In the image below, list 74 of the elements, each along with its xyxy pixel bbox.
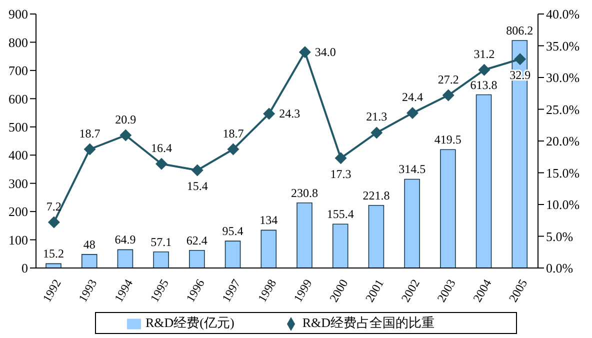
- data-label: 20.9: [115, 112, 136, 126]
- y-tick-label: 600: [8, 91, 28, 106]
- point: [84, 143, 96, 156]
- y-tick-label: 800: [8, 34, 28, 50]
- data-label: 95.4: [222, 224, 244, 238]
- point: [156, 158, 168, 170]
- y2-tick-label: 0.0%: [546, 260, 574, 276]
- data-label: 613.8: [470, 78, 498, 92]
- point: [442, 89, 454, 102]
- y-tick-label: 500: [8, 120, 28, 135]
- bar: [440, 149, 456, 268]
- point: [263, 108, 276, 120]
- point: [227, 143, 240, 156]
- y-tick-label: 900: [8, 6, 28, 22]
- point: [191, 164, 204, 176]
- data-label: 57.1: [150, 234, 172, 249]
- data-label: 221.8: [362, 188, 390, 202]
- y2-tick-label: 5.0%: [546, 228, 574, 244]
- data-label: 7.2: [46, 199, 62, 214]
- bar: [296, 202, 312, 268]
- y2-tick-label: 40.0%: [546, 6, 580, 22]
- y-tick-label: 300: [8, 176, 28, 191]
- data-label: 21.3: [366, 110, 388, 124]
- bar: [476, 94, 492, 268]
- bar: [153, 251, 169, 268]
- data-label: 314.5: [398, 162, 426, 176]
- data-label: 134: [260, 213, 278, 228]
- data-label: 31.2: [474, 46, 495, 61]
- data-label: 15.2: [43, 246, 64, 261]
- y-tick-label: 0: [22, 260, 28, 276]
- y2-tick-label: 35.0%: [546, 38, 580, 54]
- point: [514, 53, 526, 66]
- point: [48, 216, 60, 228]
- bar: [404, 178, 420, 268]
- bar: [332, 224, 348, 268]
- bar: [224, 240, 241, 268]
- point: [406, 107, 418, 120]
- y-tick-label: 400: [8, 148, 28, 163]
- data-label: 15.4: [186, 179, 208, 194]
- point: [298, 46, 311, 58]
- data-label: 18.7: [79, 126, 100, 140]
- y2-tick-label: 30.0%: [546, 70, 580, 86]
- point: [334, 152, 347, 164]
- y-tick-label: 100: [8, 232, 28, 248]
- bar: [260, 230, 277, 268]
- data-label: 230.8: [291, 186, 318, 200]
- bar: [368, 205, 384, 268]
- data-label: 64.9: [114, 232, 136, 247]
- y-tick-label: 200: [8, 204, 28, 220]
- legend-label: R&D经费占全国的比重: [302, 315, 434, 330]
- point: [120, 129, 132, 142]
- data-label: 17.3: [330, 167, 352, 182]
- y-tick-label: 700: [8, 63, 28, 78]
- point: [478, 64, 490, 76]
- bar: [189, 250, 205, 268]
- data-label: 419.5: [434, 132, 462, 147]
- bar: [81, 254, 98, 268]
- data-label: 62.4: [186, 233, 208, 248]
- data-label: 48: [83, 237, 96, 252]
- y2-tick-label: 20.0%: [546, 134, 580, 149]
- y2-tick-label: 10.0%: [546, 197, 580, 212]
- point: [370, 126, 383, 139]
- data-label: 155.4: [326, 207, 354, 222]
- data-label: 27.2: [438, 72, 459, 86]
- data-label: 806.2: [506, 23, 534, 38]
- y2-tick-label: 25.0%: [546, 102, 580, 117]
- bar: [117, 249, 134, 268]
- data-label: 16.4: [151, 140, 172, 155]
- data-label: 24.4: [402, 90, 423, 104]
- data-label: 24.3: [279, 106, 300, 121]
- legend-label: R&D经费(亿元): [145, 315, 234, 330]
- data-label: 34.0: [314, 45, 336, 60]
- y2-tick-label: 15.0%: [546, 165, 580, 180]
- data-label: 18.7: [222, 126, 244, 140]
